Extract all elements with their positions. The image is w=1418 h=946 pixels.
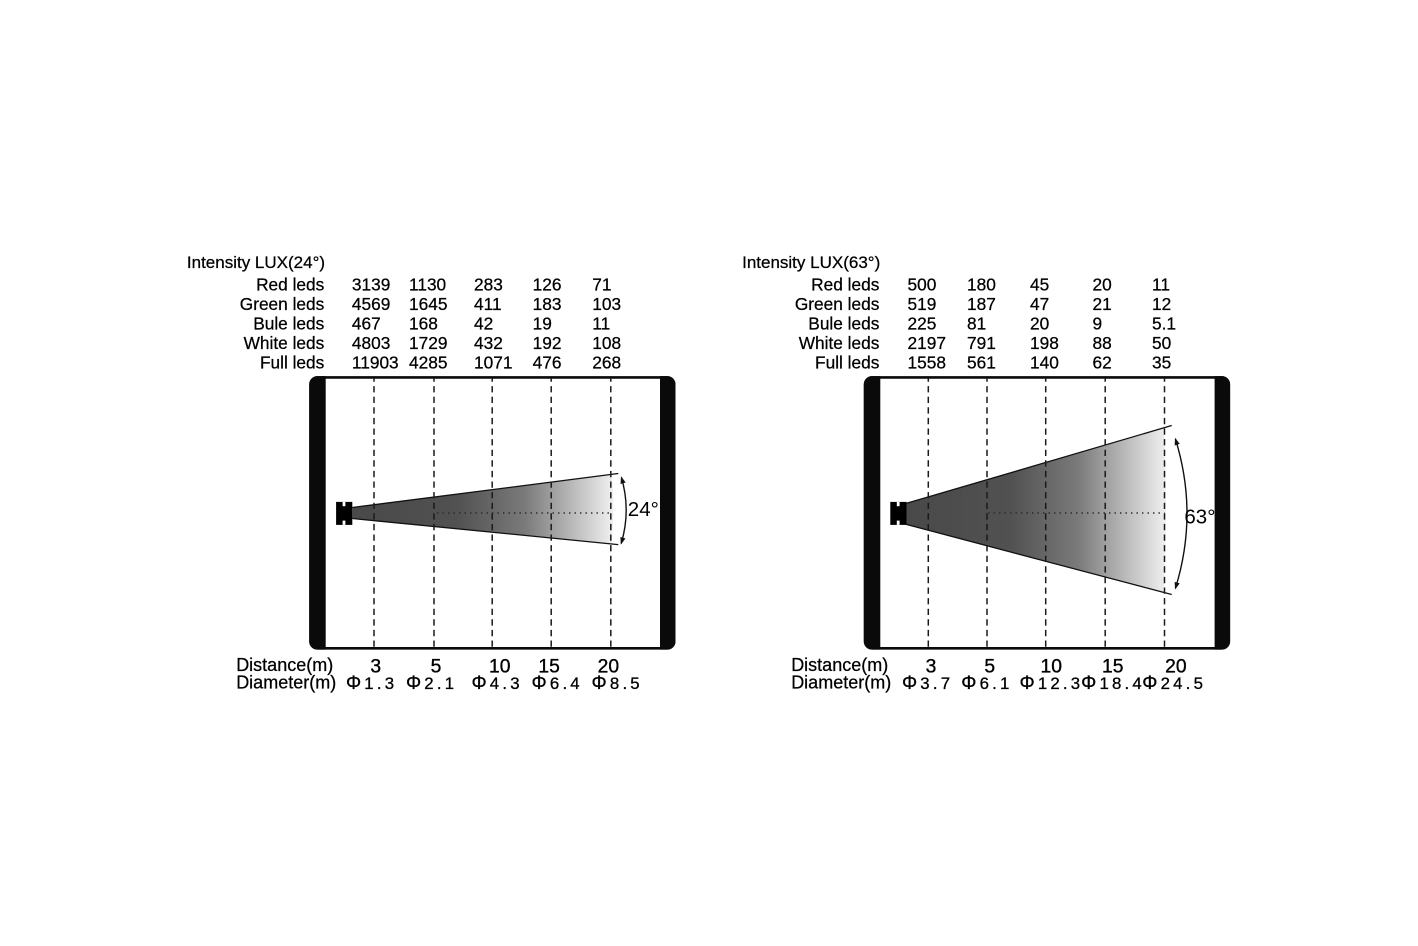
- svg-text:Red leds: Red leds: [256, 275, 325, 295]
- svg-text:791: 791: [967, 333, 996, 353]
- svg-text:Φ8.5: Φ8.5: [592, 673, 643, 694]
- svg-text:Intensity LUX(24°): Intensity LUX(24°): [187, 253, 325, 272]
- svg-text:45: 45: [1030, 275, 1049, 295]
- svg-text:Bule leds: Bule leds: [808, 314, 879, 334]
- svg-text:11: 11: [592, 314, 610, 334]
- svg-text:20: 20: [1165, 656, 1186, 677]
- svg-text:500: 500: [908, 275, 937, 295]
- svg-text:42: 42: [474, 314, 493, 334]
- svg-text:10: 10: [489, 656, 510, 677]
- svg-text:21: 21: [1093, 294, 1112, 314]
- svg-text:3139: 3139: [352, 275, 390, 295]
- svg-text:9: 9: [1093, 314, 1103, 334]
- svg-text:Diameter(m): Diameter(m): [236, 673, 336, 693]
- svg-text:5: 5: [431, 656, 442, 677]
- svg-text:198: 198: [1030, 333, 1059, 353]
- svg-text:Diameter(m): Diameter(m): [791, 673, 891, 693]
- svg-text:561: 561: [967, 352, 996, 372]
- svg-text:103: 103: [592, 294, 621, 314]
- svg-text:3: 3: [370, 656, 381, 677]
- svg-text:283: 283: [474, 275, 503, 295]
- svg-text:Red leds: Red leds: [811, 275, 880, 295]
- svg-text:2197: 2197: [908, 333, 946, 353]
- svg-text:126: 126: [533, 275, 562, 295]
- svg-text:12: 12: [1152, 294, 1171, 314]
- svg-text:Φ18.4: Φ18.4: [1081, 673, 1145, 694]
- svg-text:1645: 1645: [409, 294, 447, 314]
- svg-text:15: 15: [1102, 656, 1123, 677]
- svg-text:4285: 4285: [409, 352, 447, 372]
- svg-text:10: 10: [1040, 656, 1061, 677]
- svg-text:192: 192: [533, 333, 562, 353]
- svg-text:24°: 24°: [628, 498, 659, 521]
- svg-text:Φ24.5: Φ24.5: [1142, 673, 1206, 694]
- svg-text:Green leds: Green leds: [795, 294, 880, 314]
- svg-text:432: 432: [474, 333, 503, 353]
- svg-text:183: 183: [533, 294, 562, 314]
- svg-text:4803: 4803: [352, 333, 390, 353]
- svg-text:Intensity LUX(63°): Intensity LUX(63°): [742, 253, 880, 272]
- svg-text:268: 268: [592, 352, 621, 372]
- svg-text:5: 5: [984, 656, 995, 677]
- svg-text:20: 20: [1030, 314, 1049, 334]
- svg-text:140: 140: [1030, 352, 1059, 372]
- svg-text:Φ12.3: Φ12.3: [1019, 673, 1083, 694]
- svg-text:Full leds: Full leds: [260, 352, 325, 372]
- svg-text:411: 411: [474, 294, 502, 314]
- svg-text:467: 467: [352, 314, 381, 334]
- svg-text:Φ1.3: Φ1.3: [346, 673, 397, 694]
- svg-text:11: 11: [1152, 275, 1170, 295]
- svg-text:3: 3: [926, 656, 937, 677]
- svg-text:Φ2.1: Φ2.1: [406, 673, 457, 694]
- svg-text:519: 519: [908, 294, 937, 314]
- svg-text:4569: 4569: [352, 294, 390, 314]
- svg-text:20: 20: [1093, 275, 1112, 295]
- svg-text:White leds: White leds: [799, 333, 880, 353]
- svg-text:180: 180: [967, 275, 996, 295]
- svg-text:19: 19: [533, 314, 552, 334]
- svg-text:Distance(m): Distance(m): [236, 655, 333, 675]
- svg-text:15: 15: [538, 656, 559, 677]
- svg-text:Green leds: Green leds: [240, 294, 325, 314]
- svg-text:1558: 1558: [908, 352, 946, 372]
- svg-text:81: 81: [967, 314, 986, 334]
- svg-text:63°: 63°: [1184, 506, 1215, 529]
- svg-text:225: 225: [908, 314, 937, 334]
- svg-text:35: 35: [1152, 352, 1171, 372]
- svg-text:187: 187: [967, 294, 996, 314]
- svg-text:Bule leds: Bule leds: [253, 314, 324, 334]
- svg-text:88: 88: [1093, 333, 1112, 353]
- svg-text:5.1: 5.1: [1152, 314, 1176, 334]
- svg-text:Full leds: Full leds: [815, 352, 880, 372]
- svg-text:Φ6.4: Φ6.4: [532, 673, 583, 694]
- svg-text:71: 71: [592, 275, 611, 295]
- svg-text:20: 20: [598, 656, 619, 677]
- svg-text:Φ6.1: Φ6.1: [961, 673, 1012, 694]
- svg-text:1729: 1729: [409, 333, 447, 353]
- svg-text:1130: 1130: [409, 275, 446, 295]
- svg-text:62: 62: [1093, 352, 1112, 372]
- svg-text:White leds: White leds: [244, 333, 325, 353]
- svg-text:168: 168: [409, 314, 438, 334]
- svg-text:50: 50: [1152, 333, 1171, 353]
- svg-text:Φ4.3: Φ4.3: [471, 673, 522, 694]
- svg-text:1071: 1071: [474, 352, 512, 372]
- svg-text:Φ3.7: Φ3.7: [902, 673, 953, 694]
- svg-text:47: 47: [1030, 294, 1049, 314]
- svg-text:Distance(m): Distance(m): [791, 655, 888, 675]
- svg-text:11903: 11903: [352, 352, 399, 372]
- svg-text:108: 108: [592, 333, 621, 353]
- svg-text:476: 476: [533, 352, 562, 372]
